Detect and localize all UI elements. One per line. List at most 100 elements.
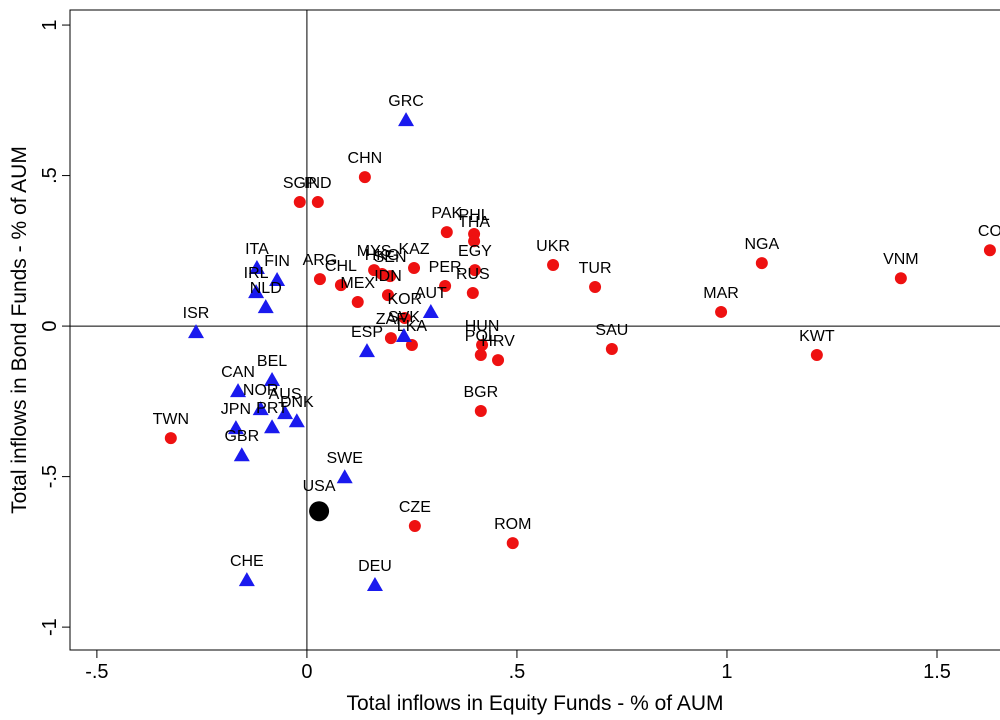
point [277, 405, 294, 420]
point [384, 332, 397, 345]
point-label: CAN [221, 364, 255, 381]
point [894, 272, 907, 285]
point [408, 519, 421, 532]
point [395, 328, 412, 343]
x-tick-label: 0 [301, 661, 312, 683]
y-tick-label: -1 [39, 618, 61, 636]
point-label: ISR [183, 305, 210, 322]
point [269, 272, 286, 287]
point-label: HUN [465, 318, 500, 335]
point-label: MYS [357, 243, 392, 260]
point [983, 244, 996, 257]
point [384, 270, 397, 283]
x-tick-label: 1.5 [923, 661, 951, 683]
point-label: CHL [325, 258, 357, 275]
point-label: TUR [579, 260, 612, 277]
point-label: KAZ [398, 241, 429, 258]
plot-frame [69, 9, 1000, 651]
point-label: ROM [494, 516, 531, 533]
point [264, 419, 281, 434]
point [476, 339, 489, 352]
point [506, 537, 519, 550]
point-label: MAR [703, 285, 739, 302]
point [755, 257, 768, 270]
point [405, 339, 418, 352]
point-label: PHL [459, 207, 490, 224]
y-tick-label: .5 [39, 167, 61, 184]
point-label: UKR [536, 238, 570, 255]
point-label: EGY [458, 243, 492, 260]
point-label: MEX [340, 275, 375, 292]
point-label: GBR [224, 428, 259, 445]
point-label: SVK [388, 309, 420, 326]
point-label: THA [458, 214, 490, 231]
point [466, 286, 479, 299]
point-label: VNM [883, 251, 919, 268]
point-label: HRV [481, 333, 515, 350]
point [398, 112, 415, 127]
point [233, 447, 250, 462]
point-label: AUT [415, 285, 447, 302]
point-label: POL [465, 328, 497, 345]
point [248, 284, 265, 299]
point [381, 289, 394, 302]
point [227, 420, 244, 435]
point [474, 404, 487, 417]
x-axis-label: Total inflows in Equity Funds - % of AUM [347, 692, 724, 715]
point [188, 324, 205, 339]
point-label: CHN [348, 150, 383, 167]
point [358, 171, 371, 184]
point [398, 311, 411, 324]
y-tick-label: 1 [39, 19, 61, 30]
point-label: SGP [283, 175, 317, 192]
point [605, 342, 618, 355]
point-label: PER [429, 259, 462, 276]
point [439, 280, 452, 293]
point [468, 235, 481, 248]
x-tick-label: -.5 [85, 661, 108, 683]
point [309, 501, 330, 522]
point-label: PAK [431, 205, 462, 222]
point [336, 469, 353, 484]
point-label: CHE [230, 553, 264, 570]
point-label: SWE [326, 450, 362, 467]
point-label: IND [304, 175, 332, 192]
point-label: ESP [351, 324, 383, 341]
point-label: NOR [243, 382, 279, 399]
point-label: DEU [358, 558, 392, 575]
point [547, 258, 560, 271]
point-label: PRT [256, 400, 288, 417]
point-label: CO [978, 223, 1000, 240]
point [252, 401, 269, 416]
point [313, 273, 326, 286]
point-label: NLD [250, 280, 282, 297]
point [358, 343, 375, 358]
point [311, 196, 324, 209]
point [492, 354, 505, 367]
point [351, 296, 364, 309]
point-label: HKG [365, 247, 400, 264]
point [230, 383, 247, 398]
point [589, 280, 602, 293]
point [248, 259, 265, 274]
point [422, 303, 439, 318]
point-label: SAU [595, 322, 628, 339]
point-label: IDN [374, 268, 402, 285]
point [257, 299, 274, 314]
point-label: KWT [799, 328, 835, 345]
point [810, 348, 823, 361]
point [408, 261, 421, 274]
point [288, 413, 305, 428]
y-tick-label: -.5 [39, 465, 61, 488]
point-label: ITA [245, 241, 269, 258]
point-label: CZE [399, 499, 431, 516]
point-label: SEN [374, 249, 407, 266]
point [334, 279, 347, 292]
point-label: ARG [303, 252, 338, 269]
y-axis-label: Total inflows in Bond Funds - % of AUM [8, 146, 31, 514]
point [264, 371, 281, 386]
point-label: RUS [456, 266, 490, 283]
point-label: TWN [153, 411, 189, 428]
point-label: NGA [744, 236, 779, 253]
